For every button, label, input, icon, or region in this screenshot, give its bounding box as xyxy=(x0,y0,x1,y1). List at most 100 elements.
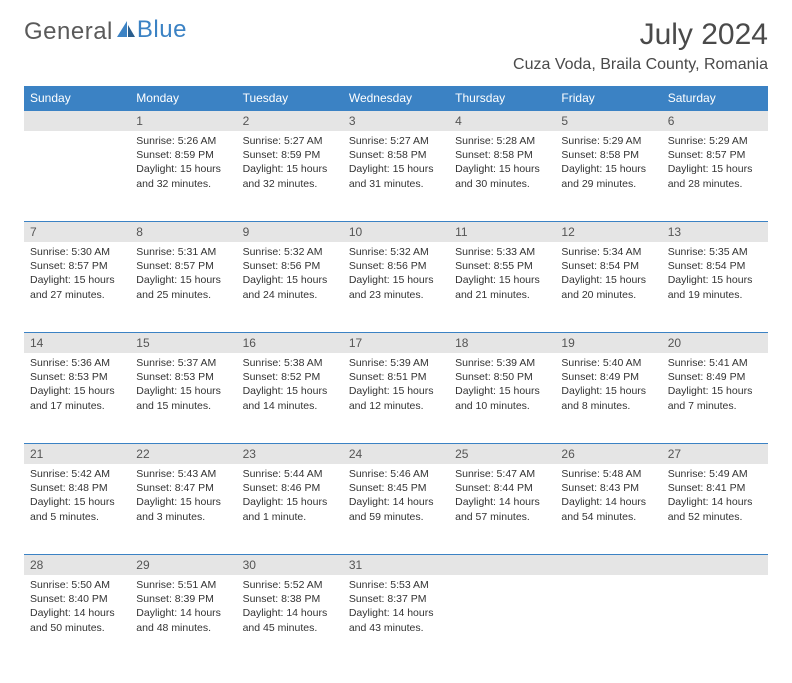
sunrise-line: Sunrise: 5:26 AM xyxy=(136,134,230,148)
day-details: Sunrise: 5:32 AMSunset: 8:56 PMDaylight:… xyxy=(237,242,343,308)
day-details: Sunrise: 5:42 AMSunset: 8:48 PMDaylight:… xyxy=(24,464,130,530)
calendar-cell: Sunrise: 5:40 AMSunset: 8:49 PMDaylight:… xyxy=(555,353,661,443)
day-number: 21 xyxy=(24,443,130,464)
daylight-line: Daylight: 15 hours and 15 minutes. xyxy=(136,384,230,412)
day-number: 5 xyxy=(555,110,661,131)
sunrise-line: Sunrise: 5:40 AM xyxy=(561,356,655,370)
day-number: 4 xyxy=(449,110,555,131)
calendar-cell: Sunrise: 5:32 AMSunset: 8:56 PMDaylight:… xyxy=(343,242,449,332)
sunset-line: Sunset: 8:46 PM xyxy=(243,481,337,495)
day-number: 13 xyxy=(662,221,768,242)
daylight-line: Daylight: 15 hours and 30 minutes. xyxy=(455,162,549,190)
daylight-line: Daylight: 15 hours and 32 minutes. xyxy=(136,162,230,190)
weekday-header: Monday xyxy=(130,86,236,110)
day-number: 25 xyxy=(449,443,555,464)
sunrise-line: Sunrise: 5:33 AM xyxy=(455,245,549,259)
day-number: 29 xyxy=(130,554,236,575)
sunset-line: Sunset: 8:49 PM xyxy=(561,370,655,384)
sunrise-line: Sunrise: 5:50 AM xyxy=(30,578,124,592)
calendar-cell: Sunrise: 5:37 AMSunset: 8:53 PMDaylight:… xyxy=(130,353,236,443)
calendar-cell: Sunrise: 5:43 AMSunset: 8:47 PMDaylight:… xyxy=(130,464,236,554)
sunrise-line: Sunrise: 5:39 AM xyxy=(455,356,549,370)
brand-logo: General Blue xyxy=(24,18,187,46)
calendar-cell: Sunrise: 5:28 AMSunset: 8:58 PMDaylight:… xyxy=(449,131,555,221)
daylight-line: Daylight: 15 hours and 20 minutes. xyxy=(561,273,655,301)
calendar-cell: Sunrise: 5:29 AMSunset: 8:58 PMDaylight:… xyxy=(555,131,661,221)
sunrise-line: Sunrise: 5:42 AM xyxy=(30,467,124,481)
sunset-line: Sunset: 8:39 PM xyxy=(136,592,230,606)
weekday-header: Thursday xyxy=(449,86,555,110)
calendar-cell: Sunrise: 5:51 AMSunset: 8:39 PMDaylight:… xyxy=(130,575,236,665)
sunset-line: Sunset: 8:38 PM xyxy=(243,592,337,606)
sunrise-line: Sunrise: 5:29 AM xyxy=(668,134,762,148)
sunrise-line: Sunrise: 5:36 AM xyxy=(30,356,124,370)
day-details: Sunrise: 5:28 AMSunset: 8:58 PMDaylight:… xyxy=(449,131,555,197)
day-number: 27 xyxy=(662,443,768,464)
sunrise-line: Sunrise: 5:31 AM xyxy=(136,245,230,259)
sunset-line: Sunset: 8:58 PM xyxy=(561,148,655,162)
day-details: Sunrise: 5:46 AMSunset: 8:45 PMDaylight:… xyxy=(343,464,449,530)
calendar-cell: Sunrise: 5:31 AMSunset: 8:57 PMDaylight:… xyxy=(130,242,236,332)
daylight-line: Daylight: 15 hours and 12 minutes. xyxy=(349,384,443,412)
sunset-line: Sunset: 8:56 PM xyxy=(349,259,443,273)
day-details: Sunrise: 5:31 AMSunset: 8:57 PMDaylight:… xyxy=(130,242,236,308)
day-details: Sunrise: 5:30 AMSunset: 8:57 PMDaylight:… xyxy=(24,242,130,308)
sunset-line: Sunset: 8:48 PM xyxy=(30,481,124,495)
calendar-cell: Sunrise: 5:41 AMSunset: 8:49 PMDaylight:… xyxy=(662,353,768,443)
daylight-line: Daylight: 14 hours and 54 minutes. xyxy=(561,495,655,523)
day-number: 12 xyxy=(555,221,661,242)
weekday-header: Tuesday xyxy=(237,86,343,110)
day-details: Sunrise: 5:29 AMSunset: 8:58 PMDaylight:… xyxy=(555,131,661,197)
day-details: Sunrise: 5:29 AMSunset: 8:57 PMDaylight:… xyxy=(662,131,768,197)
calendar-cell: Sunrise: 5:46 AMSunset: 8:45 PMDaylight:… xyxy=(343,464,449,554)
daylight-line: Daylight: 15 hours and 25 minutes. xyxy=(136,273,230,301)
day-details: Sunrise: 5:49 AMSunset: 8:41 PMDaylight:… xyxy=(662,464,768,530)
daylight-line: Daylight: 15 hours and 27 minutes. xyxy=(30,273,124,301)
day-details: Sunrise: 5:37 AMSunset: 8:53 PMDaylight:… xyxy=(130,353,236,419)
daylight-line: Daylight: 15 hours and 31 minutes. xyxy=(349,162,443,190)
day-number: 17 xyxy=(343,332,449,353)
day-details: Sunrise: 5:39 AMSunset: 8:51 PMDaylight:… xyxy=(343,353,449,419)
day-details: Sunrise: 5:39 AMSunset: 8:50 PMDaylight:… xyxy=(449,353,555,419)
sunset-line: Sunset: 8:57 PM xyxy=(30,259,124,273)
sunset-line: Sunset: 8:53 PM xyxy=(30,370,124,384)
calendar-cell: Sunrise: 5:38 AMSunset: 8:52 PMDaylight:… xyxy=(237,353,343,443)
calendar-cell: Sunrise: 5:44 AMSunset: 8:46 PMDaylight:… xyxy=(237,464,343,554)
day-number: 22 xyxy=(130,443,236,464)
sunrise-line: Sunrise: 5:49 AM xyxy=(668,467,762,481)
sail-icon xyxy=(115,18,137,46)
day-number: 31 xyxy=(343,554,449,575)
day-number: 16 xyxy=(237,332,343,353)
sunrise-line: Sunrise: 5:30 AM xyxy=(30,245,124,259)
calendar-cell: Sunrise: 5:39 AMSunset: 8:50 PMDaylight:… xyxy=(449,353,555,443)
sunrise-line: Sunrise: 5:53 AM xyxy=(349,578,443,592)
calendar-cell xyxy=(555,575,661,665)
brand-part1: General xyxy=(24,18,113,46)
calendar-cell: Sunrise: 5:42 AMSunset: 8:48 PMDaylight:… xyxy=(24,464,130,554)
sunset-line: Sunset: 8:51 PM xyxy=(349,370,443,384)
weekday-header-row: SundayMondayTuesdayWednesdayThursdayFrid… xyxy=(24,86,768,110)
day-number xyxy=(449,554,555,575)
daylight-line: Daylight: 15 hours and 28 minutes. xyxy=(668,162,762,190)
sunrise-line: Sunrise: 5:47 AM xyxy=(455,467,549,481)
day-number: 9 xyxy=(237,221,343,242)
calendar-cell: Sunrise: 5:53 AMSunset: 8:37 PMDaylight:… xyxy=(343,575,449,665)
day-details: Sunrise: 5:32 AMSunset: 8:56 PMDaylight:… xyxy=(343,242,449,308)
sunrise-line: Sunrise: 5:32 AM xyxy=(349,245,443,259)
day-number: 7 xyxy=(24,221,130,242)
sunrise-line: Sunrise: 5:46 AM xyxy=(349,467,443,481)
day-number xyxy=(24,110,130,131)
day-number: 18 xyxy=(449,332,555,353)
calendar-cell: Sunrise: 5:27 AMSunset: 8:59 PMDaylight:… xyxy=(237,131,343,221)
day-number: 15 xyxy=(130,332,236,353)
daylight-line: Daylight: 15 hours and 29 minutes. xyxy=(561,162,655,190)
day-number: 6 xyxy=(662,110,768,131)
day-number: 23 xyxy=(237,443,343,464)
calendar-cell: Sunrise: 5:52 AMSunset: 8:38 PMDaylight:… xyxy=(237,575,343,665)
sunset-line: Sunset: 8:57 PM xyxy=(136,259,230,273)
sunrise-line: Sunrise: 5:34 AM xyxy=(561,245,655,259)
daylight-line: Daylight: 14 hours and 45 minutes. xyxy=(243,606,337,634)
daylight-line: Daylight: 15 hours and 21 minutes. xyxy=(455,273,549,301)
day-number: 24 xyxy=(343,443,449,464)
sunrise-line: Sunrise: 5:41 AM xyxy=(668,356,762,370)
